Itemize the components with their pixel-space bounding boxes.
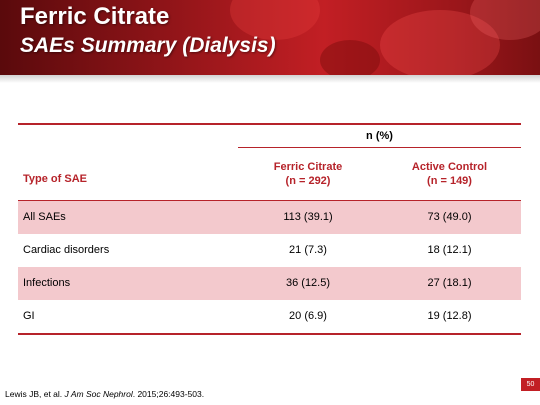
- table-row: Infections 36 (12.5) 27 (18.1): [18, 266, 521, 300]
- column-n: (n = 292): [285, 174, 331, 187]
- row-label: Infections: [18, 266, 238, 300]
- table-row: All SAEs 113 (39.1) 73 (49.0): [18, 200, 521, 234]
- ferric-citrate-value: 21 (7.3): [289, 244, 327, 256]
- citation-details: . 2015;26:493-503.: [132, 389, 205, 399]
- banner-decoration: [320, 40, 380, 75]
- active-control-value: 27 (18.1): [378, 266, 521, 300]
- active-control-value: 18 (12.1): [427, 244, 472, 256]
- column-name: Ferric Citrate: [273, 160, 343, 173]
- title-banner: Ferric Citrate SAEs Summary (Dialysis): [0, 0, 540, 75]
- row-label: GI: [18, 299, 238, 335]
- sae-table: n (%) Type of SAE Ferric Citrate (n = 29…: [18, 123, 521, 335]
- slide-subtitle: SAEs Summary (Dialysis): [20, 34, 276, 57]
- citation-authors: Lewis JB, et al.: [5, 389, 63, 399]
- header-spacer: [18, 123, 238, 148]
- citation: Lewis JB, et al. J Am Soc Nephrol. 2015;…: [5, 389, 204, 399]
- row-label: All SAEs: [18, 200, 238, 234]
- slide-title: Ferric Citrate: [20, 3, 170, 30]
- table-group-header-row: n (%): [18, 123, 521, 148]
- active-control-value: 19 (12.8): [378, 299, 521, 335]
- ferric-citrate-header: Ferric Citrate (n = 292): [238, 147, 378, 201]
- banner-decoration: [380, 10, 500, 75]
- ferric-citrate-value: 36 (12.5): [238, 266, 378, 300]
- ferric-citrate-value: 20 (6.9): [238, 299, 378, 335]
- active-control-value: 73 (49.0): [378, 200, 521, 234]
- citation-journal: J Am Soc Nephrol: [64, 389, 133, 399]
- table-row: Cardiac disorders 21 (7.3) 18 (12.1): [18, 234, 521, 267]
- column-n: (n = 149): [427, 174, 472, 187]
- table-column-header-row: Type of SAE Ferric Citrate (n = 292) Act…: [18, 147, 521, 201]
- n-percent-header: n (%): [238, 123, 521, 148]
- type-of-sae-header: Type of SAE: [18, 147, 238, 201]
- active-control-header: Active Control (n = 149): [378, 147, 521, 201]
- table-row: GI 20 (6.9) 19 (12.8): [18, 299, 521, 335]
- row-label: Cardiac disorders: [23, 244, 110, 256]
- banner-shadow: [0, 75, 540, 83]
- page-number: 50: [521, 378, 540, 391]
- column-name: Active Control: [411, 160, 488, 173]
- ferric-citrate-value: 113 (39.1): [238, 200, 378, 234]
